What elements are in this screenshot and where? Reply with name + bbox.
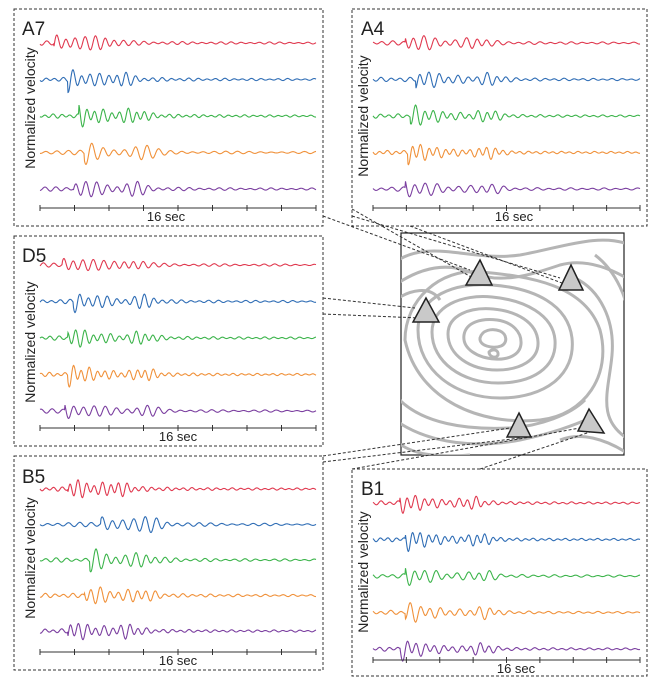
- xlabel-d5: 16 sec: [159, 429, 198, 444]
- ylabel-a7: Normalized velocity: [22, 47, 38, 168]
- trace-b5-1: [39, 478, 317, 499]
- ylabel-d5: Normalized velocity: [22, 281, 38, 402]
- trace-b1-3: [372, 568, 641, 587]
- trace-a4-2: [372, 71, 641, 89]
- trace-a4-3: [372, 104, 641, 126]
- trace-b5-3: [39, 548, 317, 573]
- trace-d5-4: [39, 364, 317, 388]
- trace-d5-1: [39, 257, 317, 272]
- panel-label-a4: A4: [361, 19, 385, 40]
- station-marker-b1: [576, 407, 606, 434]
- panel-frame-b1: [351, 468, 648, 677]
- ylabel-b5: Normalized velocity: [22, 497, 38, 618]
- trace-a4-1: [372, 35, 641, 51]
- station-marker-b5: [505, 411, 533, 438]
- trace-a7-3: [39, 104, 317, 128]
- trace-d5-2: [39, 293, 317, 314]
- panel-frame-d5: [13, 235, 324, 447]
- trace-b1-4: [372, 602, 641, 623]
- trace-d5-3: [39, 329, 317, 348]
- panel-label-d5: D5: [22, 246, 46, 267]
- panel-label-b5: B5: [22, 467, 45, 488]
- xlabel-b5: 16 sec: [159, 653, 198, 668]
- ylabel-b1: Normalized velocity: [355, 511, 371, 632]
- panel-frame-a4: [351, 8, 648, 227]
- trace-b5-5: [39, 622, 317, 641]
- panel-label-b1: B1: [361, 479, 384, 500]
- station-marker-d5: [411, 296, 441, 323]
- trace-b1-2: [372, 531, 641, 553]
- xlabel-b1: 16 sec: [497, 661, 536, 676]
- station-marker-a4: [557, 263, 585, 291]
- panel-frame-b5: [13, 455, 324, 671]
- connector-lines: [322, 208, 591, 470]
- time-axes: [39, 205, 641, 663]
- station-marker-a7: [464, 258, 494, 286]
- panel-frame-a7: [13, 8, 324, 227]
- topographic-contours: [401, 238, 624, 455]
- xlabel-a7: 16 sec: [147, 209, 186, 224]
- trace-a7-5: [39, 180, 317, 198]
- trace-a7-2: [39, 69, 317, 94]
- trace-b5-4: [39, 586, 317, 605]
- trace-a7-4: [39, 142, 317, 166]
- trace-b1-1: [372, 494, 641, 514]
- station-map: [322, 208, 625, 470]
- waveform-traces: [39, 34, 641, 662]
- trace-a4-5: [372, 181, 641, 198]
- trace-b1-5: [372, 640, 641, 662]
- trace-a7-1: [39, 34, 317, 51]
- trace-a4-4: [372, 143, 641, 166]
- xlabel-a4: 16 sec: [495, 209, 534, 224]
- trace-b5-2: [39, 516, 317, 534]
- panel-label-a7: A7: [22, 19, 45, 40]
- ylabel-a4: Normalized velocity: [355, 55, 371, 176]
- trace-d5-5: [39, 404, 317, 420]
